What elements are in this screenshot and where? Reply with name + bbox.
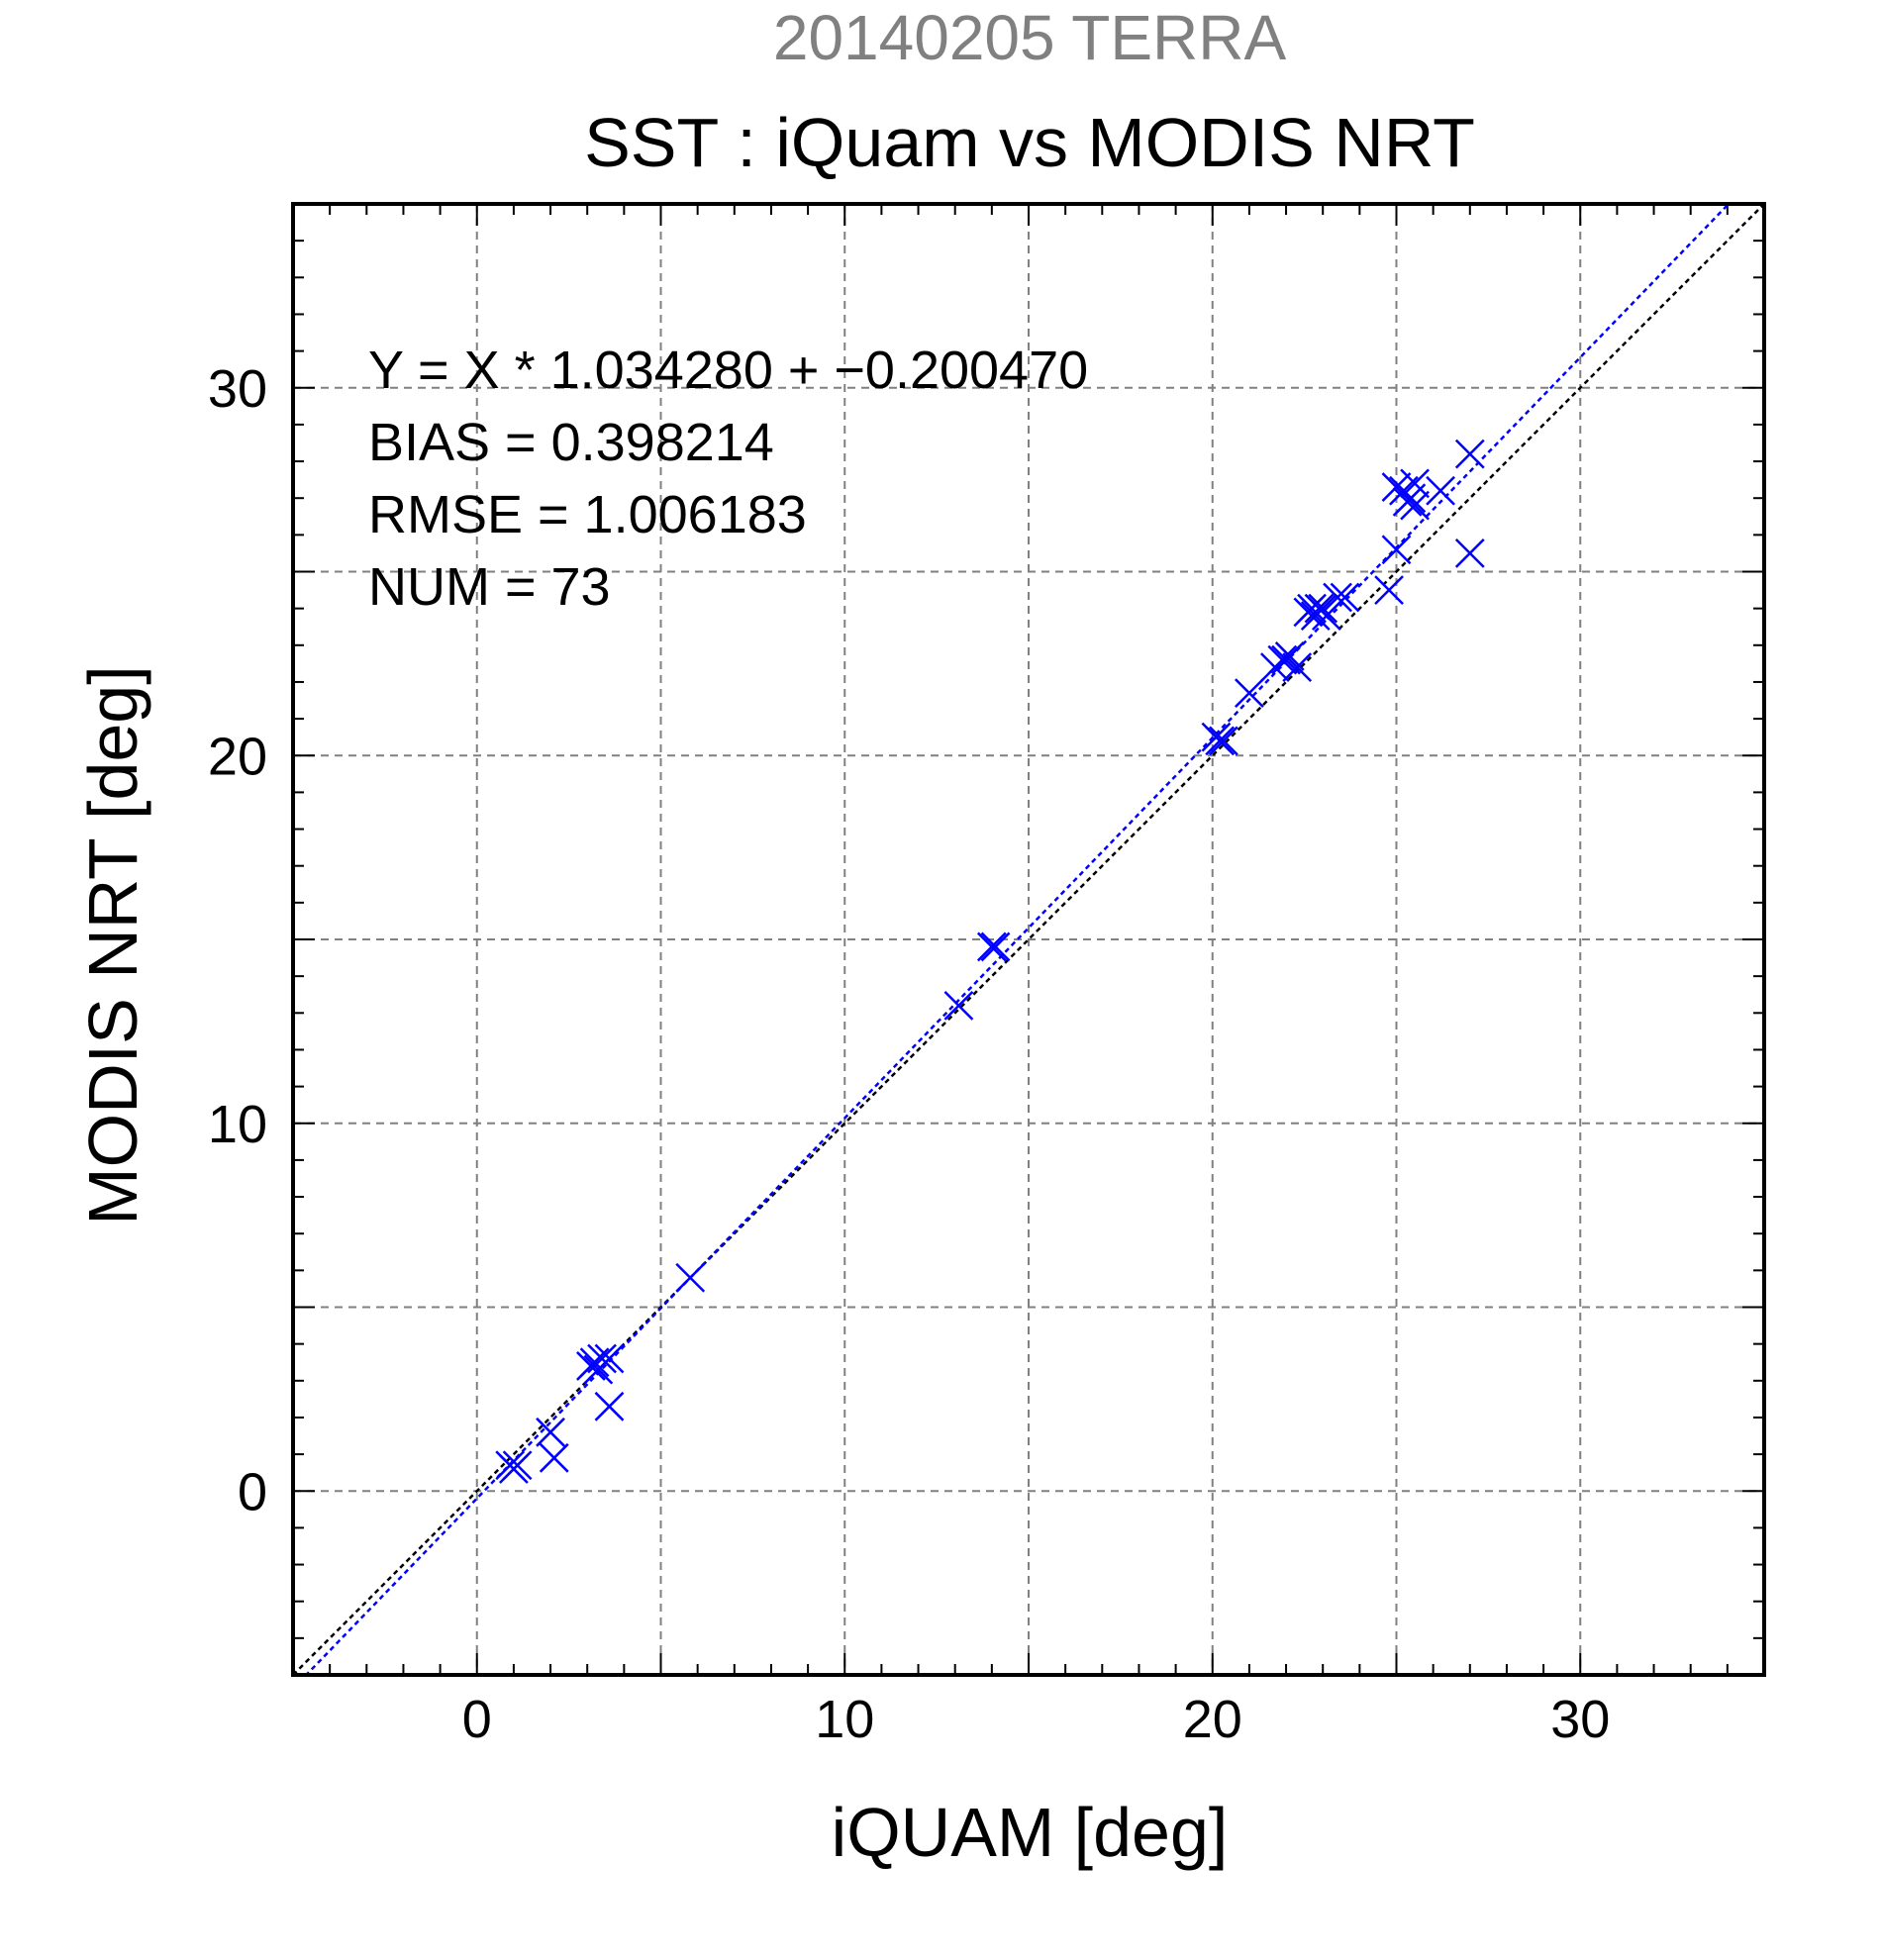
data-point-stroke [1381,472,1412,502]
data-point [675,1262,706,1293]
data-point [502,1450,533,1481]
x-axis-label: iQUAM [deg] [832,1794,1229,1871]
data-point-stroke [980,931,1011,962]
x-tick-label: 10 [815,1690,874,1749]
data-point [1205,726,1236,756]
data-point-stroke [1282,652,1313,682]
data-point [594,1343,625,1374]
stats-line: Y = X * 1.034280 + −0.200470 [368,341,1088,400]
data-point [1209,726,1238,756]
data-point [594,1391,625,1421]
data-point [980,931,1011,962]
data-point-stroke [1400,468,1430,499]
data-point-stroke [539,1442,569,1473]
data-point [1235,678,1264,708]
data-point-stroke [1323,582,1352,613]
y-tick-label: 30 [208,359,267,419]
plot-area: 0 10 20 30 0 10 20 30 [208,202,1766,1749]
y-tick-label: 10 [208,1095,267,1154]
data-point-stroke [502,1450,533,1481]
data-point-stroke [594,1343,625,1374]
chart-title: 20140205 TERRA [773,2,1287,73]
data-point-stroke [943,990,974,1021]
data-point-stroke [587,1343,617,1374]
data-point-stroke [1297,593,1327,624]
data-point [1308,593,1338,624]
y-axis-label: MODIS NRT [deg] [74,665,151,1225]
x-tick-label: 0 [462,1690,492,1749]
data-point [1282,652,1313,682]
data-point [1454,539,1485,568]
x-tick-label: 20 [1183,1690,1242,1749]
plot-frame [291,202,1766,1677]
data-point [1400,490,1430,521]
data-point [1297,593,1327,624]
stats-line: BIAS = 0.398214 [368,413,774,472]
data-point [1374,575,1404,605]
data-point-stroke [1274,641,1305,671]
y-tick-label: 20 [208,727,267,786]
data-point [1454,439,1485,469]
data-point-stroke [1426,475,1455,506]
data-point [1400,468,1430,499]
data-point [1330,582,1360,613]
y-tick-label: 0 [238,1462,267,1521]
stats-line: NUM = 73 [368,557,611,617]
data-point-stroke [1308,593,1338,624]
data-point [536,1417,565,1447]
data-point [1381,535,1412,565]
data-point [539,1442,569,1473]
data-point [1323,582,1352,613]
data-point [976,931,1007,962]
data-point [1426,475,1455,506]
chart-subtitle: SST : iQuam vs MODIS NRT [584,104,1475,181]
data-point-stroke [1205,726,1236,756]
data-point-stroke [536,1417,565,1447]
data-point-stroke [594,1391,625,1421]
data-point [587,1343,617,1374]
data-point-stroke [1330,582,1360,613]
data-point [943,990,974,1021]
data-point-stroke [1267,644,1298,675]
data-point-stroke [1209,726,1238,756]
data-point-stroke [675,1262,706,1293]
stats-line: RMSE = 1.006183 [368,485,807,544]
data-point-stroke [1381,535,1412,565]
data-point-stroke [976,931,1007,962]
x-tick-label: 30 [1550,1690,1610,1749]
data-point-stroke [1454,539,1485,568]
data-point [1267,644,1298,675]
data-point-stroke [1235,678,1264,708]
data-point-stroke [1374,575,1404,605]
data-point-stroke [1454,439,1485,469]
stats-annotation: Y = X * 1.034280 + −0.200470 BIAS = 0.398… [368,341,1088,617]
data-point-stroke [1400,490,1430,521]
